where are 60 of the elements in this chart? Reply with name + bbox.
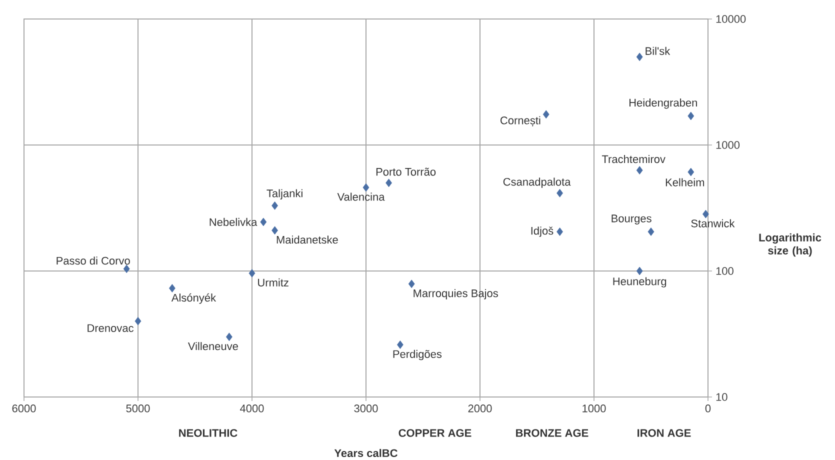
annotation: Porto Torrão (376, 168, 436, 176)
point (702, 210, 709, 218)
text: IRON AGE (638, 428, 691, 437)
point (688, 112, 694, 120)
y-tick-label: 100 (716, 266, 734, 275)
annotation: Maidanetske (276, 235, 338, 244)
y-tick-label: 10 (716, 392, 728, 401)
y-tick-label: 1000 (716, 140, 740, 149)
annotation: Heuneburg (613, 277, 666, 288)
x-tick-label: 3000 (354, 404, 378, 412)
annotation: Urmitz (258, 278, 288, 286)
point (408, 280, 415, 288)
point (168, 284, 176, 292)
point (134, 316, 142, 326)
point (542, 110, 550, 118)
text: BRONZE AGE (516, 428, 588, 437)
point (688, 168, 694, 176)
point (386, 178, 392, 187)
annotation: Passo di Corvo (56, 256, 130, 264)
annotation: Perdigões (393, 350, 442, 360)
x-tick-label: 5000 (126, 404, 150, 412)
point (636, 166, 643, 174)
annotation: Idjoš (531, 226, 554, 237)
annotation: Valencina (337, 192, 385, 201)
annotation: Stanwick (691, 219, 735, 228)
annotation: Trachtemirov (602, 154, 666, 163)
x-tick-label: 2000 (468, 404, 492, 412)
annotation: Alsónyék (171, 293, 216, 304)
annotation: Kelheim (666, 178, 704, 186)
annotation: Marroquies Bajos (414, 288, 498, 300)
x-axis-title: Years calBC (334, 448, 398, 457)
point (272, 226, 278, 234)
x-tick-label: 4000 (240, 404, 264, 412)
point (636, 52, 643, 61)
point (556, 188, 563, 198)
x-tick-label: 6000 (12, 404, 36, 412)
point (636, 266, 643, 276)
point (556, 227, 563, 236)
text: COPPER AGE (398, 428, 472, 437)
annotation: Villeneuve (188, 342, 238, 350)
annotation: Drenovac (88, 324, 134, 332)
annotation: Taljanki (266, 189, 302, 200)
point (396, 340, 404, 349)
annotation: Nebelivka (210, 218, 258, 226)
point (362, 183, 370, 192)
point (260, 218, 267, 226)
point (248, 268, 256, 278)
y-tick-label: 10000 (716, 14, 746, 23)
annotation: Bourges (612, 214, 652, 224)
x-tick-label: 0 (705, 404, 711, 412)
point (648, 227, 654, 236)
text: NEOLITHIC (179, 428, 238, 437)
point (226, 332, 232, 341)
annotation: Csanadpalota (503, 177, 571, 188)
annotation: Cornești (500, 116, 540, 126)
y-axis-title: Logarithmic size (ha) (759, 233, 822, 256)
annotation: Bil'sk (646, 46, 670, 55)
point (272, 201, 278, 210)
annotation: Heidengraben (629, 98, 697, 109)
x-tick-label: 1000 (582, 404, 606, 412)
